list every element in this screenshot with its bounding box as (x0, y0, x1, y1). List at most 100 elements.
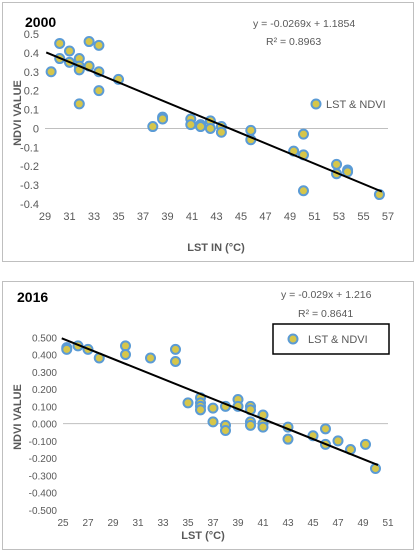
x-tick-label: 53 (333, 211, 345, 223)
legend-marker (310, 98, 322, 110)
chart-title: 2000 (25, 14, 56, 30)
trend-line (45, 51, 383, 193)
trend-equation: y = -0.029x + 1.216 (281, 289, 372, 301)
x-tick-label: 27 (82, 518, 94, 529)
data-point (245, 124, 257, 136)
data-point (320, 423, 331, 435)
x-tick-label: 41 (186, 211, 198, 223)
x-axis-title: LST IN (°C) (187, 242, 245, 254)
legend: LST & NDVI (272, 323, 390, 355)
data-point (83, 36, 95, 48)
y-tick-label: 0.000 (32, 420, 57, 431)
x-tick-label: 29 (39, 211, 51, 223)
y-tick-label: 0.200 (32, 385, 57, 396)
scatter-chart-2000: 2000 y = -0.0269x + 1.1854 R² = 0.8963 L… (12, 14, 394, 254)
data-point (73, 98, 85, 110)
trend-equation: y = -0.0269x + 1.1854 (253, 18, 355, 30)
scatter-chart-2016: 2016 y = -0.029x + 1.216 R² = 0.8641 LST… (12, 289, 394, 542)
y-tick-label: -0.4 (20, 199, 39, 211)
data-point (370, 463, 381, 475)
data-point (207, 402, 219, 414)
x-tick-label: 51 (382, 518, 394, 529)
legend: LST & NDVI (310, 98, 386, 111)
x-tick-label: 47 (332, 518, 344, 529)
y-tick-label: 0.500 (32, 333, 57, 344)
y-tick-label: -0.2 (20, 161, 39, 173)
y-tick-label: 0.300 (32, 368, 57, 379)
x-tick-label: 31 (132, 518, 144, 529)
x-tick-label: 35 (182, 518, 194, 529)
y-tick-label: -0.1 (20, 142, 39, 154)
x-tick-label: 45 (235, 211, 247, 223)
data-point (297, 128, 309, 140)
y-axis-title: NDVI VALUE (12, 80, 24, 146)
data-point (332, 435, 344, 447)
data-point (185, 119, 197, 131)
trend-line (61, 337, 379, 466)
y-tick-label: 0.5 (24, 29, 39, 41)
y-tick-label: -0.3 (20, 180, 39, 192)
data-point (54, 37, 66, 49)
chart-panel-2016: 2016 y = -0.029x + 1.216 R² = 0.8641 LST… (2, 281, 414, 550)
x-axis-title: LST (°C) (181, 530, 225, 542)
data-point (170, 343, 181, 355)
data-point (93, 39, 105, 51)
chart-panel-2000: 2000 y = -0.0269x + 1.1854 R² = 0.8963 L… (2, 2, 414, 262)
y-tick-label: 0.3 (24, 67, 39, 79)
x-tick-label: 47 (259, 211, 271, 223)
x-tick-label: 49 (284, 211, 296, 223)
legend-marker (287, 333, 299, 345)
data-point (64, 45, 75, 57)
y-tick-label: -0.100 (29, 437, 58, 448)
data-point (145, 352, 156, 364)
y-tick-label: 0.100 (32, 402, 57, 413)
r-squared: R² = 0.8641 (298, 308, 353, 320)
data-point (61, 343, 73, 355)
data-point (204, 122, 216, 134)
x-tick-label: 49 (357, 518, 369, 529)
x-tick-label: 41 (257, 518, 269, 529)
x-tick-label: 35 (112, 211, 124, 223)
x-tick-label: 25 (57, 518, 69, 529)
x-tick-label: 37 (137, 211, 149, 223)
y-tick-label: -0.500 (29, 506, 58, 517)
data-point (245, 419, 256, 431)
x-tick-label: 33 (157, 518, 169, 529)
x-tick-label: 39 (161, 211, 173, 223)
x-tick-label: 55 (357, 211, 369, 223)
y-axis-title: NDVI VALUE (12, 384, 24, 450)
x-tick-label: 29 (107, 518, 119, 529)
data-point (182, 397, 194, 409)
x-tick-label: 43 (282, 518, 294, 529)
data-point (331, 158, 343, 170)
y-tick-label: 0.400 (32, 351, 57, 362)
data-point (93, 85, 105, 97)
y-tick-label: -0.300 (29, 471, 58, 482)
data-point (147, 121, 159, 133)
r-squared: R² = 0.8963 (266, 36, 321, 48)
data-point (207, 416, 219, 428)
legend-label: LST & NDVI (308, 334, 368, 346)
x-tick-label: 45 (307, 518, 319, 529)
x-tick-label: 43 (210, 211, 222, 223)
data-point (282, 433, 294, 445)
y-tick-label: 0 (33, 123, 39, 135)
data-point (297, 185, 309, 197)
data-point (45, 66, 57, 78)
chart-title: 2016 (17, 289, 48, 305)
data-point (215, 126, 227, 138)
y-tick-label: 0.2 (24, 86, 39, 98)
x-tick-label: 33 (88, 211, 100, 223)
data-point (220, 425, 231, 437)
data-point (195, 121, 207, 133)
y-tick-label: -0.200 (29, 454, 58, 465)
x-tick-label: 57 (382, 211, 394, 223)
data-point (257, 421, 269, 433)
y-tick-label: -0.400 (29, 489, 58, 500)
x-tick-label: 37 (207, 518, 219, 529)
y-tick-label: 0.4 (24, 48, 39, 60)
data-point (195, 404, 206, 416)
data-point (120, 349, 131, 361)
data-point (360, 438, 371, 450)
x-tick-label: 39 (232, 518, 244, 529)
